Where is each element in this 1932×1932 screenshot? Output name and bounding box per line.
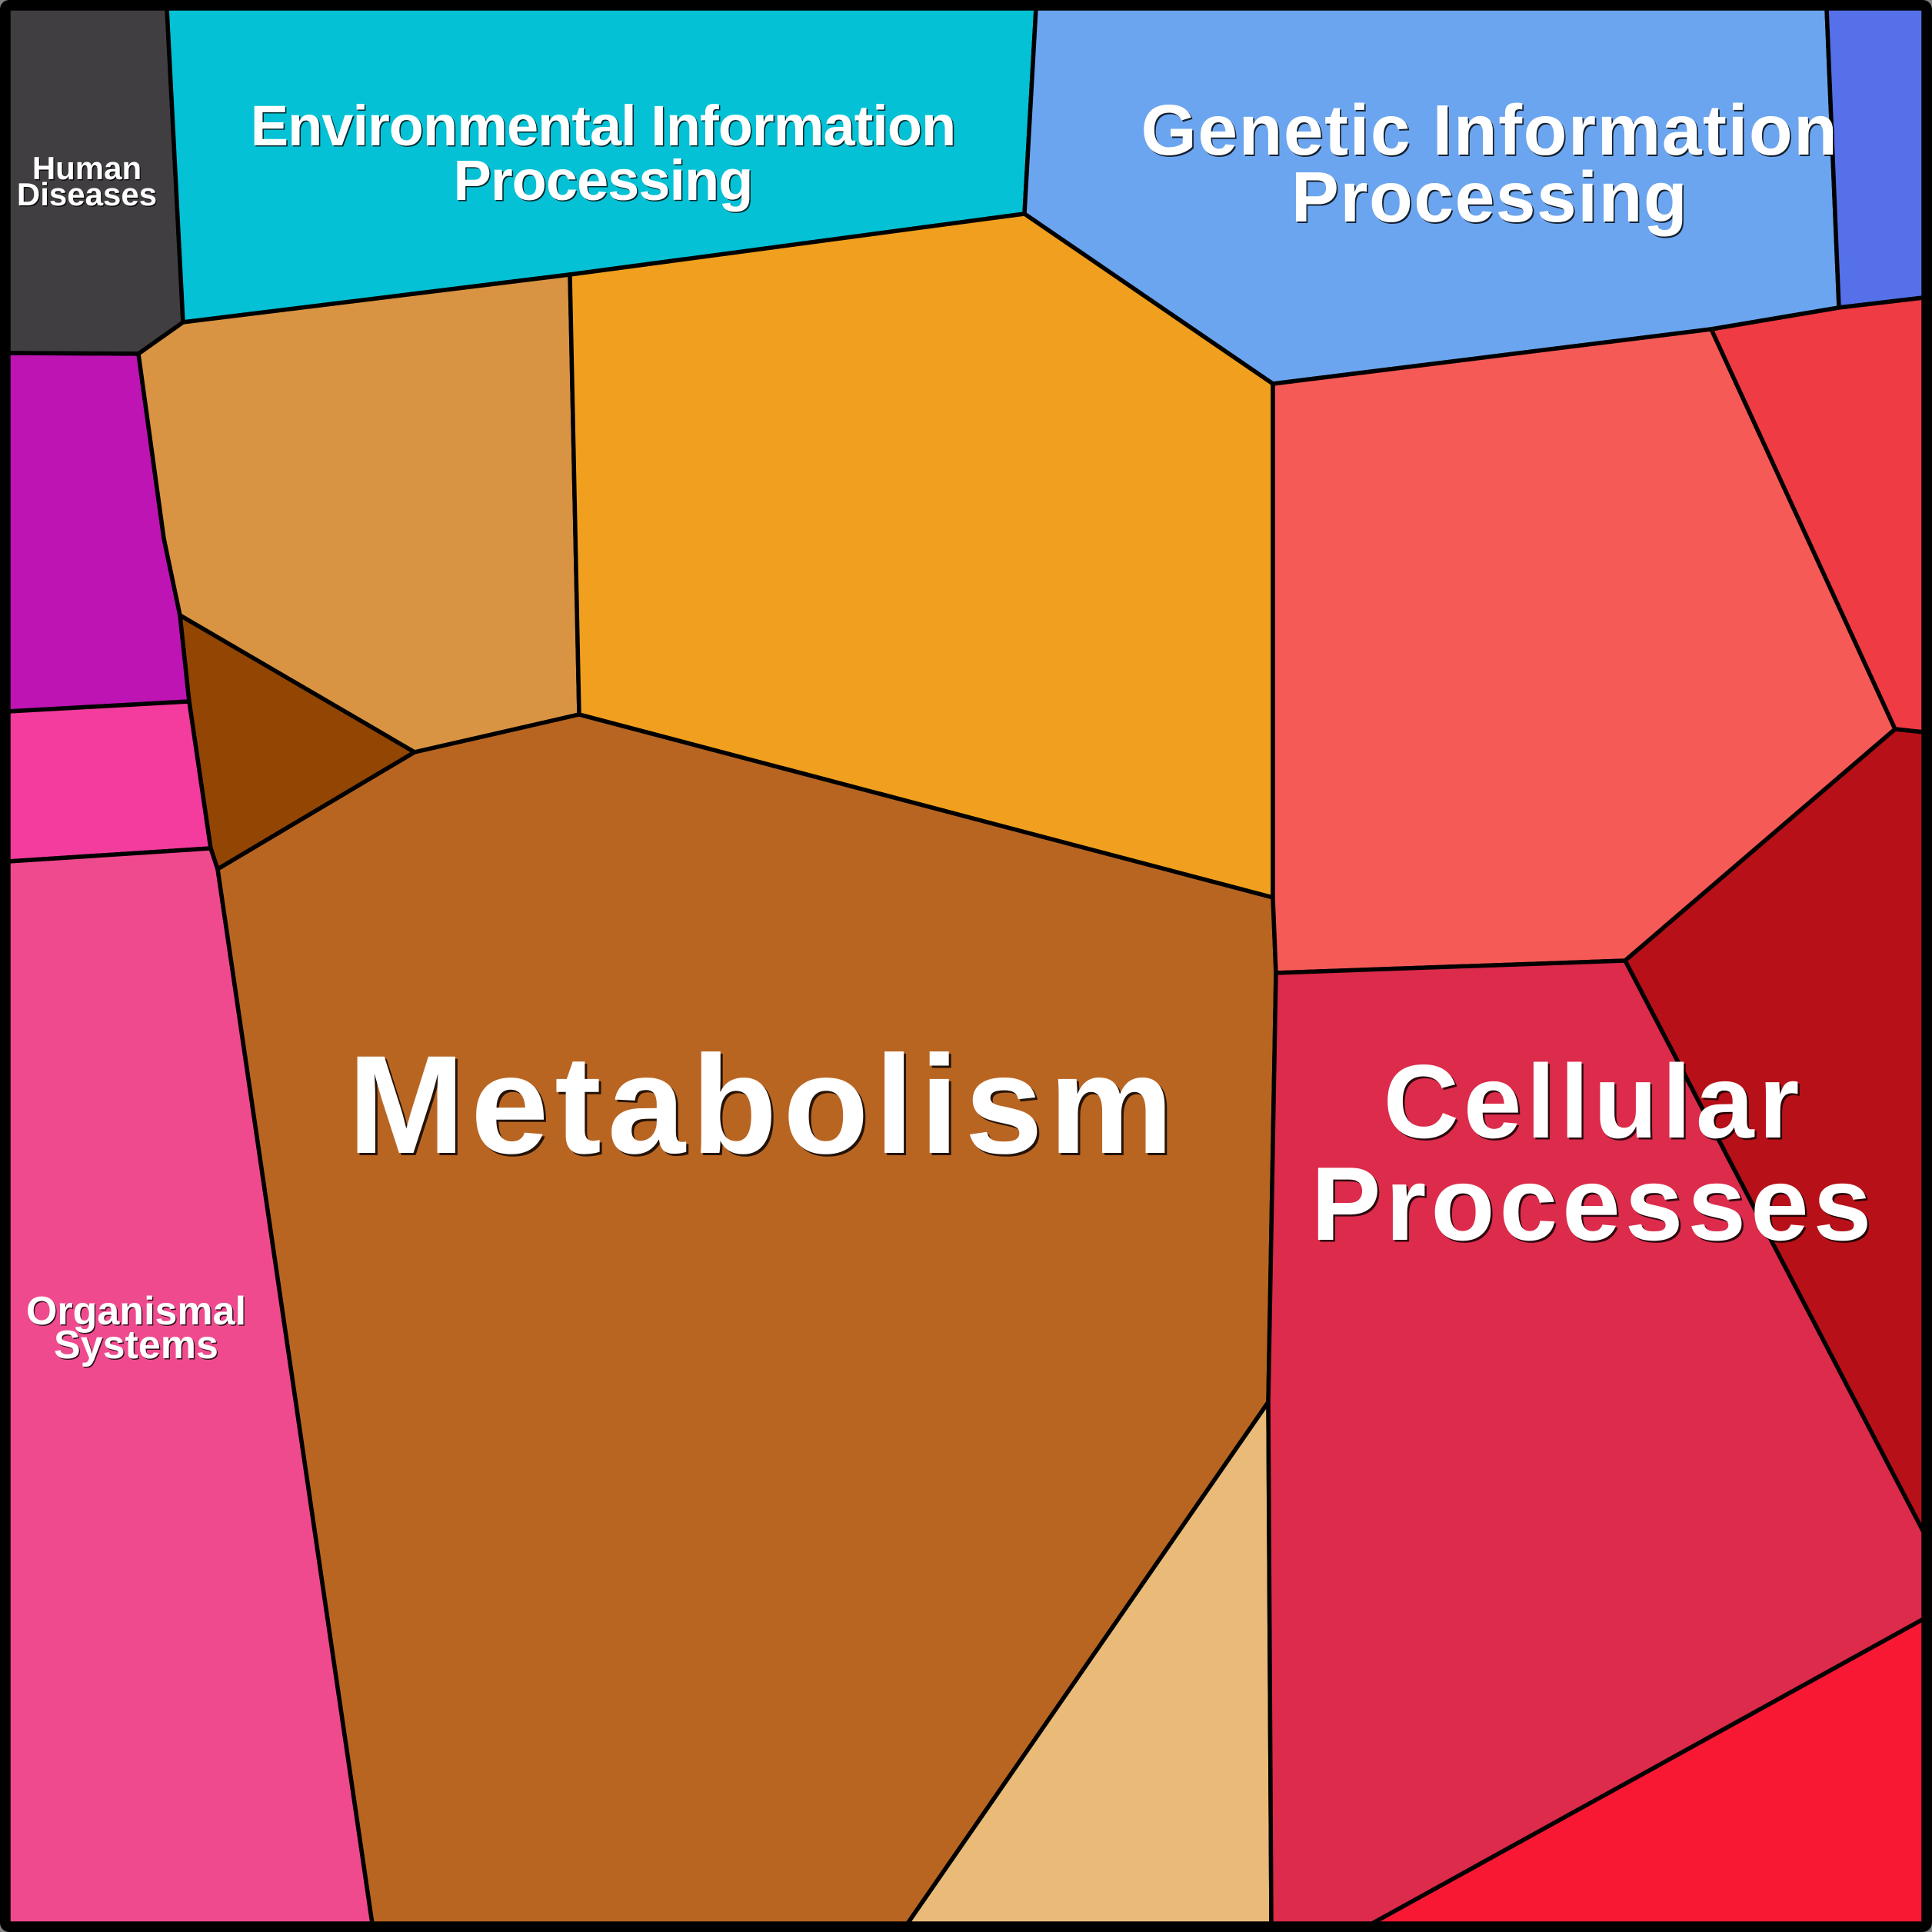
svg-text:Processing: Processing — [454, 148, 753, 212]
svg-text:Human: Human — [32, 150, 142, 186]
svg-text:Processing: Processing — [1291, 157, 1688, 237]
svg-text:Systems: Systems — [54, 1323, 218, 1367]
svg-text:Cellular: Cellular — [1384, 1043, 1804, 1160]
svg-text:Genetic Information: Genetic Information — [1141, 90, 1839, 170]
svg-text:Diseases: Diseases — [17, 176, 157, 212]
svg-text:Environmental Information: Environmental Information — [251, 94, 956, 158]
svg-text:Organismal: Organismal — [26, 1289, 246, 1334]
svg-text:Metabolism: Metabolism — [348, 1026, 1179, 1183]
svg-text:Processes: Processes — [1311, 1145, 1877, 1262]
